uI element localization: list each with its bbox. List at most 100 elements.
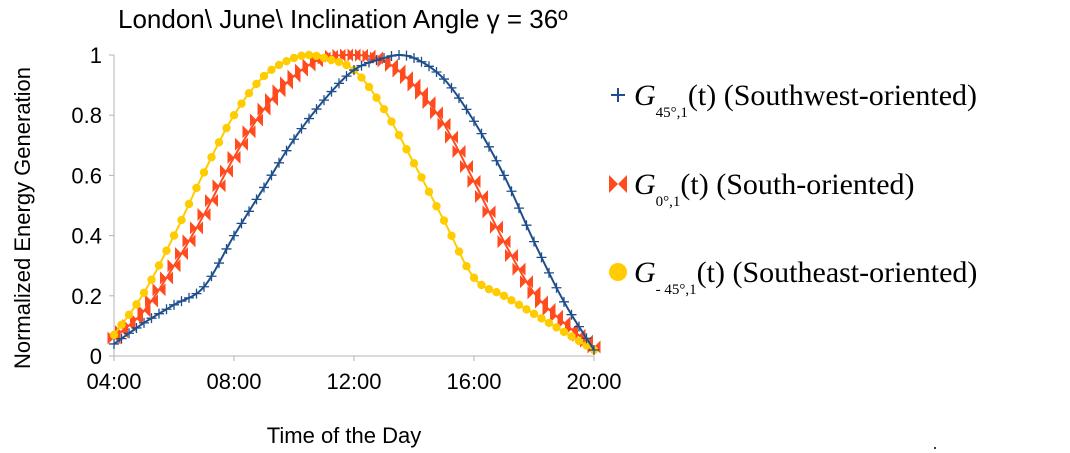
x-axis-ticks: 04:00 08:00 12:00 16:00 20:00 [86, 356, 622, 394]
data-point [544, 267, 554, 278]
data-point [296, 123, 307, 134]
data-point [124, 310, 134, 320]
y-tick-label: 0.8 [71, 103, 102, 128]
y-axis-title: Normalized Energy Generation [10, 67, 35, 369]
data-point [319, 95, 329, 106]
data-point [454, 247, 464, 256]
data-point [167, 259, 181, 273]
data-point [582, 341, 591, 350]
data-point [281, 145, 292, 156]
data-point [431, 66, 442, 77]
data-point [257, 102, 271, 116]
data-point [326, 86, 337, 97]
data-point [379, 104, 389, 114]
data-point [372, 93, 381, 102]
data-point [252, 79, 261, 89]
legend-marker [611, 88, 625, 102]
stray-dot [934, 447, 936, 449]
data-point [492, 288, 501, 297]
data-point [222, 123, 231, 133]
data-point [505, 249, 518, 263]
data-point [182, 234, 196, 248]
data-point [162, 246, 171, 255]
data-point [289, 134, 299, 145]
data-point [251, 194, 262, 205]
data-point [401, 50, 412, 61]
data-point [124, 328, 134, 339]
data-point [432, 201, 441, 211]
data-point [514, 203, 524, 214]
data-point [461, 104, 472, 115]
data-point [160, 271, 173, 285]
x-tick-label: 16:00 [446, 369, 501, 394]
y-tick-label: 1 [90, 43, 102, 68]
data-point [109, 330, 119, 340]
data-point [402, 145, 411, 154]
data-point [214, 138, 224, 147]
y-axis-ticks: 0 0.2 0.4 0.6 0.8 1 [71, 43, 114, 369]
data-point [190, 221, 203, 235]
data-point [512, 262, 526, 276]
data-point [484, 141, 494, 152]
data-point [536, 252, 547, 263]
data-point [589, 344, 599, 355]
y-tick-label: 0.4 [71, 224, 102, 249]
data-point [484, 285, 494, 294]
data-point [467, 174, 481, 188]
data-point [147, 275, 156, 284]
data-point [409, 53, 419, 64]
data-point [506, 186, 517, 197]
data-point [387, 117, 396, 126]
plot-area: 0 0.2 0.4 0.6 0.8 1 04:00 08:00 12:00 16:00 20:00 [71, 43, 621, 394]
data-point [214, 258, 224, 269]
data-point [417, 173, 426, 182]
data-point [559, 327, 569, 337]
data-point [229, 111, 239, 120]
data-point [154, 308, 164, 319]
data-point [514, 300, 524, 310]
data-point [259, 182, 269, 193]
data-point [416, 56, 427, 67]
data-point [137, 304, 151, 318]
data-point [529, 236, 539, 247]
data-point [132, 300, 141, 309]
data-point [205, 193, 218, 207]
series-layer [107, 48, 601, 355]
data-point [250, 113, 263, 127]
data-point [452, 145, 466, 159]
data-point [177, 215, 186, 225]
data-point [400, 71, 413, 85]
data-point [282, 56, 291, 66]
data-point [334, 57, 344, 67]
data-point [552, 323, 561, 332]
x-tick-label: 20:00 [566, 369, 621, 394]
data-point [422, 96, 436, 110]
data-point [499, 291, 509, 300]
data-point [131, 322, 142, 333]
data-point [439, 216, 449, 225]
data-point [116, 333, 127, 344]
data-point [197, 208, 211, 222]
legend-marker [609, 263, 627, 281]
data-point [447, 231, 456, 240]
data-point [507, 296, 516, 305]
data-point [349, 65, 359, 76]
legend-label: G- 45°,1(t) (Southeast-oriented) [634, 256, 977, 298]
data-point [379, 53, 389, 64]
data-point [499, 170, 509, 181]
data-point [521, 220, 532, 231]
data-point [154, 261, 164, 270]
data-point [319, 53, 329, 63]
data-point [394, 50, 404, 60]
data-point [371, 55, 382, 66]
data-point [221, 243, 232, 254]
data-point [237, 99, 246, 108]
data-point [469, 116, 479, 127]
data-point [407, 78, 421, 92]
data-point [184, 292, 194, 303]
data-point [394, 130, 404, 140]
data-point [437, 117, 451, 131]
data-point [199, 168, 209, 177]
data-point [304, 113, 314, 124]
data-point [522, 305, 531, 314]
